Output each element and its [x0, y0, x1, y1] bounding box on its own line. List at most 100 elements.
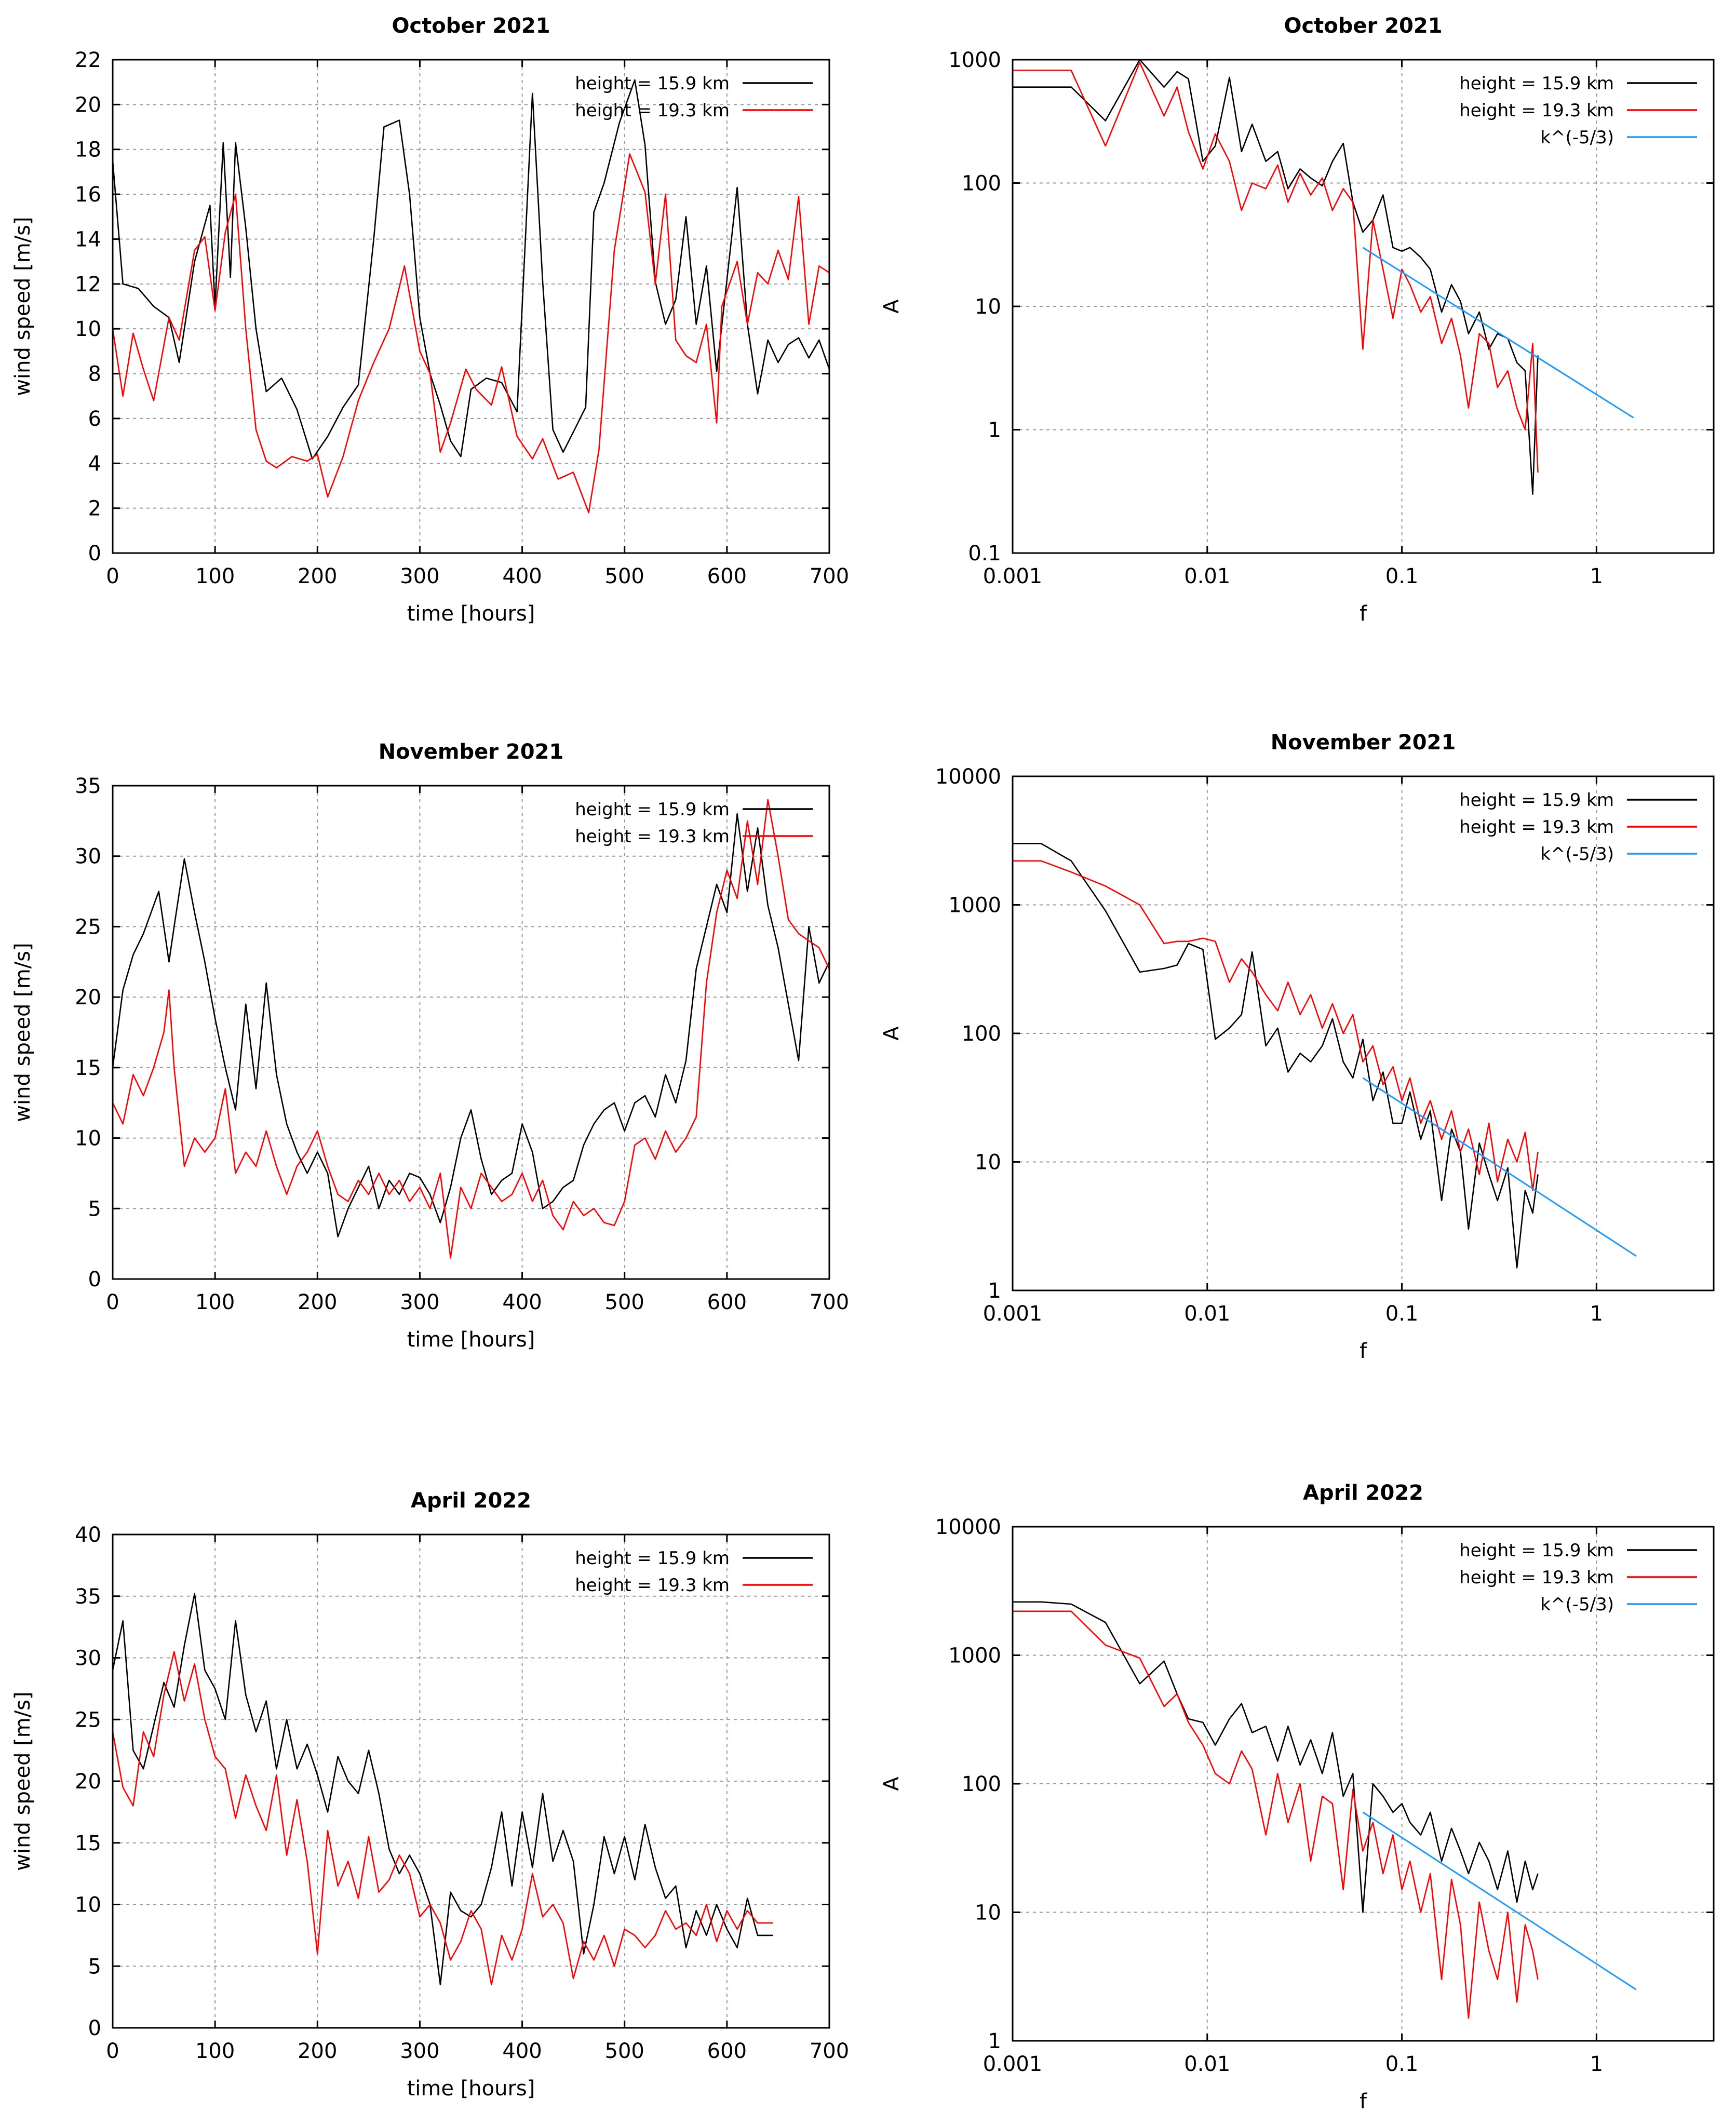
series-line-1	[1013, 60, 1539, 495]
y-tick-label: 25	[75, 915, 101, 939]
legend-label: height = 15.9 km	[1459, 1540, 1614, 1561]
chart-panel-3: November 2021 0 100 200 300 400 500 600 700 0 5 10 1…	[11, 740, 849, 1352]
y-tick-label: 20	[75, 93, 101, 117]
x-tick-label: 0	[106, 1290, 119, 1314]
x-tick-label: 0.1	[1385, 564, 1419, 588]
x-tick-label: 300	[400, 2039, 439, 2063]
legend-label: height = 15.9 km	[1459, 790, 1614, 811]
x-tick-label: 0.01	[1184, 1302, 1230, 1326]
x-tick-label: 100	[195, 564, 235, 588]
y-tick-label: 30	[75, 1647, 101, 1671]
series-line-2	[113, 799, 829, 1259]
x-tick-label: 200	[298, 2039, 337, 2063]
y-tick-label: 10	[75, 1127, 101, 1151]
chart-title: October 2021	[1284, 14, 1442, 38]
y-tick-label: 10000	[935, 1515, 1001, 1539]
series-line-1	[113, 79, 829, 460]
y-tick-label: 25	[75, 1708, 101, 1732]
series-line-2	[113, 153, 829, 514]
y-tick-label: 0	[88, 2016, 101, 2040]
y-tick-label: 10	[975, 1151, 1001, 1175]
series-line-1	[113, 1593, 773, 1986]
x-axis-label: time [hours]	[407, 602, 535, 626]
x-tick-label: 300	[400, 564, 439, 588]
y-tick-label: 20	[75, 986, 101, 1010]
x-axis-label: f	[1360, 1339, 1367, 1363]
legend-label: k^(-5/3)	[1540, 1594, 1614, 1615]
x-axis-label: f	[1360, 602, 1367, 626]
legend-label: height = 15.9 km	[575, 1548, 730, 1569]
plot-frame	[1012, 775, 1715, 1291]
x-tick-label: 300	[400, 1290, 439, 1314]
x-tick-label: 0	[106, 564, 119, 588]
y-tick-label: 1000	[948, 894, 1001, 918]
chart-title: November 2021	[379, 740, 564, 764]
x-tick-label: 400	[502, 564, 542, 588]
y-tick-label: 35	[75, 774, 101, 798]
x-tick-label: 100	[195, 1290, 235, 1314]
y-tick-label: 0	[88, 1268, 101, 1291]
plot-frame	[112, 1533, 830, 2029]
legend-label: height = 19.3 km	[1459, 817, 1614, 838]
chart-title: April 2022	[1303, 1481, 1423, 1505]
series-line-2	[113, 1651, 773, 1986]
plot-frame	[112, 59, 830, 554]
x-tick-label: 0.001	[983, 2052, 1043, 2076]
series-line-2	[1013, 860, 1539, 1191]
x-tick-label: 700	[810, 564, 849, 588]
chart-title: April 2022	[411, 1489, 531, 1513]
y-tick-label: 8	[88, 362, 101, 386]
y-tick-label: 10	[75, 1893, 101, 1917]
y-tick-label: 0.1	[968, 542, 1001, 566]
y-axis-label: A	[880, 1026, 904, 1041]
y-tick-label: 100	[962, 1772, 1001, 1796]
legend-label: height = 15.9 km	[575, 799, 730, 820]
x-tick-label: 200	[298, 564, 337, 588]
x-tick-label: 1	[1590, 1302, 1603, 1326]
plot-frame	[1012, 59, 1715, 554]
chart-panel-4: November 2021 0.001 0.01 0.1 1 1 10 100 1000 1000…	[880, 731, 1715, 1363]
y-axis-label: wind speed [m/s]	[11, 943, 35, 1122]
legend-label: height = 19.3 km	[575, 826, 730, 847]
y-tick-label: 12	[75, 273, 101, 297]
x-tick-label: 0.001	[983, 1302, 1043, 1326]
series-line-3	[1362, 1077, 1637, 1257]
x-tick-label: 700	[810, 2039, 849, 2063]
series-line-3	[1362, 247, 1634, 419]
legend-label: k^(-5/3)	[1540, 127, 1614, 148]
y-axis-label: wind speed [m/s]	[11, 217, 35, 396]
y-axis-label: A	[880, 299, 904, 314]
y-tick-label: 100	[962, 1022, 1001, 1046]
plot-frame	[112, 785, 830, 1280]
legend-label: height = 15.9 km	[575, 73, 730, 94]
y-tick-label: 15	[75, 1832, 101, 1855]
y-tick-label: 15	[75, 1056, 101, 1080]
x-tick-label: 0.01	[1184, 2052, 1230, 2076]
series-line-3	[1362, 1811, 1637, 1990]
y-tick-label: 2	[88, 497, 101, 521]
y-tick-label: 1000	[948, 48, 1001, 72]
y-tick-label: 5	[88, 1197, 101, 1221]
y-axis-label: A	[880, 1776, 904, 1791]
x-tick-label: 0.01	[1184, 564, 1230, 588]
legend-label: height = 19.3 km	[1459, 1567, 1614, 1588]
y-tick-label: 100	[962, 172, 1001, 196]
plot-frame	[1012, 1526, 1715, 2042]
y-tick-label: 4	[88, 452, 101, 476]
legend-label: height = 19.3 km	[1459, 100, 1614, 121]
y-tick-label: 22	[75, 48, 101, 72]
x-tick-label: 1	[1590, 2052, 1603, 2076]
x-tick-label: 600	[707, 2039, 747, 2063]
x-tick-label: 700	[810, 1290, 849, 1314]
legend-label: height = 19.3 km	[575, 1575, 730, 1596]
series-line-2	[1013, 1610, 1539, 2019]
y-tick-label: 5	[88, 1955, 101, 1979]
y-tick-label: 35	[75, 1585, 101, 1609]
y-tick-label: 1	[988, 1279, 1001, 1303]
y-axis-label: wind speed [m/s]	[11, 1691, 35, 1870]
x-tick-label: 100	[195, 2039, 235, 2063]
chart-title: November 2021	[1271, 731, 1456, 755]
chart-panel-1: October 2021 0 100 200 300 400 500 600 700 0 2 4 6 8 1…	[11, 14, 849, 626]
series-line-2	[1013, 62, 1539, 473]
x-tick-label: 0	[106, 2039, 119, 2063]
